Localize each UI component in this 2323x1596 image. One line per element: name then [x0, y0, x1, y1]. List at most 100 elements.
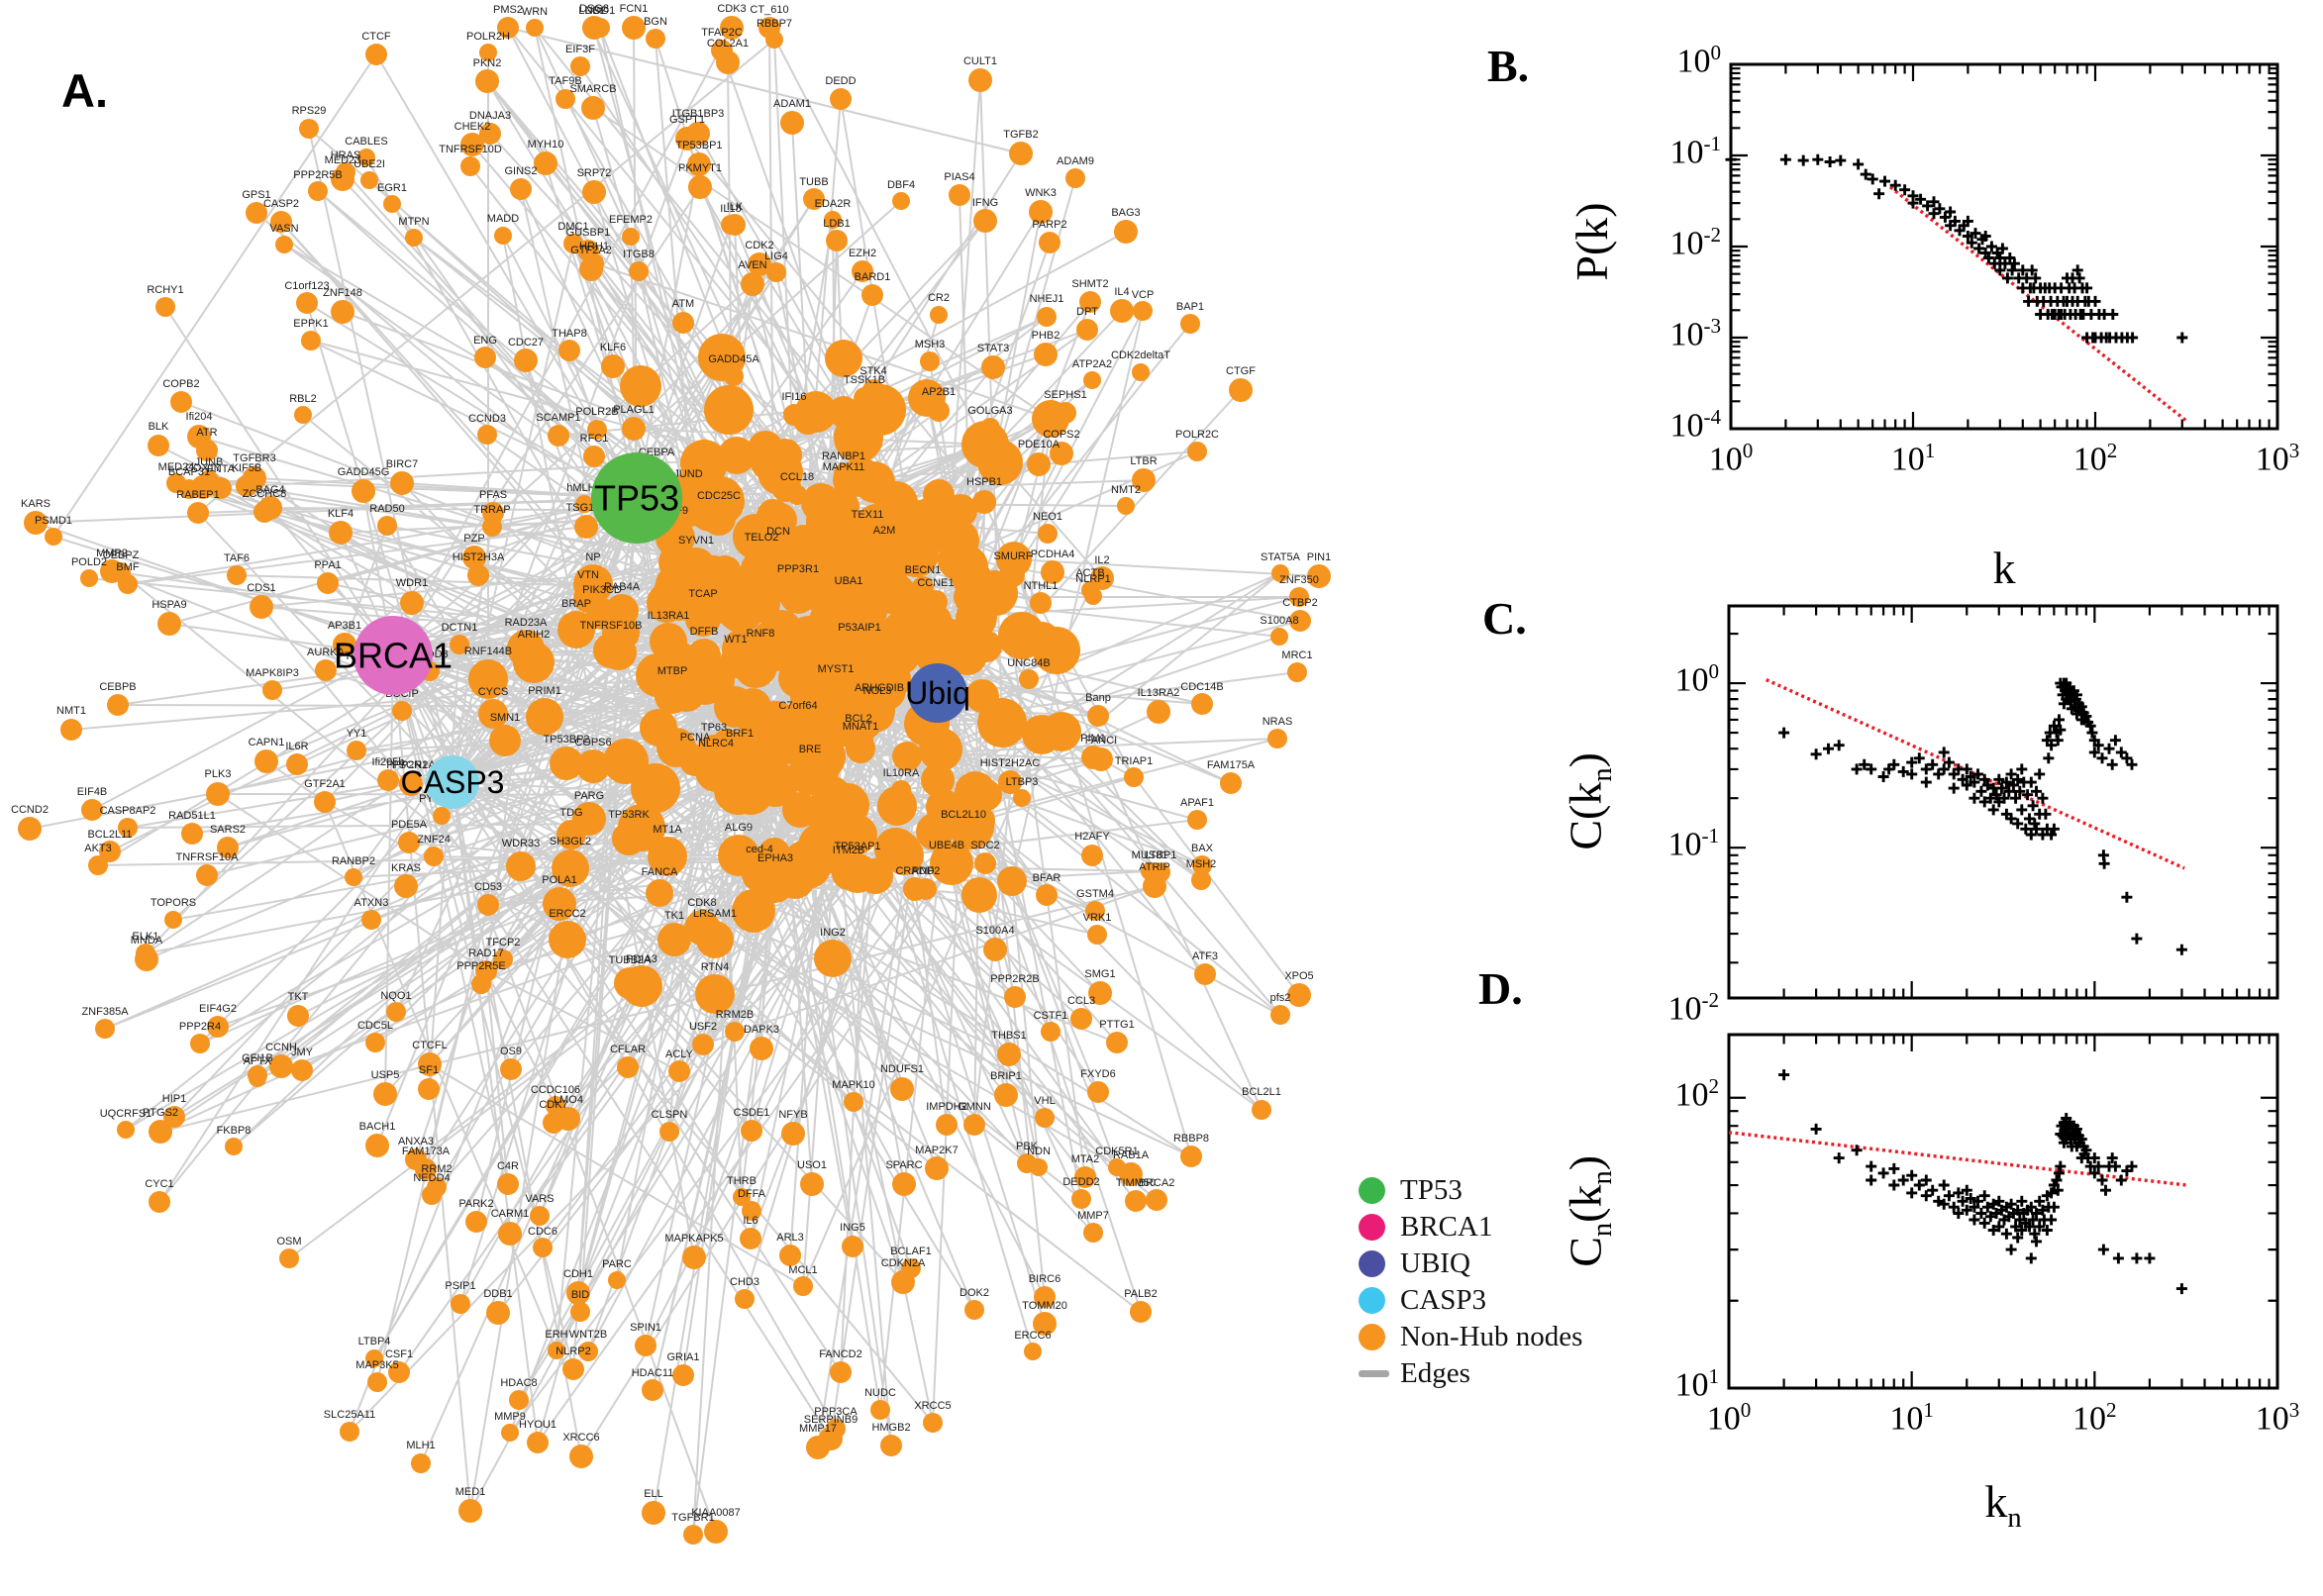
non-hub-node — [418, 1078, 440, 1100]
x-tick-label: 102 — [2072, 439, 2118, 478]
node-label: NLRP1 — [1075, 573, 1110, 585]
non-hub-node — [787, 485, 807, 505]
axis-ticks-C — [1727, 606, 2279, 998]
non-hub-node — [392, 701, 412, 721]
node-label: CSF1 — [385, 1348, 413, 1360]
node-label: NLRC4 — [698, 738, 734, 749]
non-hub-node — [196, 440, 218, 461]
non-hub-node — [659, 1122, 679, 1142]
non-hub-node — [1147, 700, 1170, 724]
non-hub-node — [497, 1173, 519, 1195]
non-hub-node — [683, 1525, 703, 1545]
node-label: EPHA3 — [758, 852, 793, 864]
node-label: MMP9 — [494, 1411, 526, 1423]
node-label: NLRP2 — [556, 1346, 590, 1357]
node-label: LDB1 — [823, 218, 851, 230]
node-label: SLC25A11 — [324, 1409, 375, 1421]
node-label: ZNF385A — [81, 1006, 129, 1018]
node-label: TGFBR1 — [671, 1512, 714, 1524]
node-label: GRIA1 — [666, 1351, 699, 1363]
node-label: MAPK10 — [832, 1079, 874, 1091]
node-label: NQO1 — [380, 990, 411, 1002]
non-hub-node — [225, 1138, 243, 1155]
node-label: HSPB1 — [966, 476, 1002, 488]
node-label: WDR1 — [396, 577, 428, 589]
non-hub-node — [702, 502, 736, 536]
non-hub-node — [838, 853, 877, 893]
plot-frame-B — [1729, 62, 2279, 431]
non-hub-node — [920, 351, 940, 371]
node-label: ING2 — [820, 927, 846, 939]
node-label: FANCD2 — [819, 1348, 861, 1360]
node-label: FCN1 — [620, 3, 649, 15]
non-hub-node — [530, 1206, 550, 1226]
node-label: TP53BP2 — [543, 734, 589, 746]
node-label: WRN — [522, 6, 548, 18]
node-label: ZCCHC8 — [243, 488, 287, 500]
legend-label: CASP3 — [1400, 1284, 1487, 1316]
node-label: RRM2 — [421, 1163, 452, 1175]
node-label: PTGS2 — [143, 1107, 178, 1119]
node-label: HDAC11 — [632, 1367, 674, 1379]
node-label: pfs2 — [1270, 992, 1291, 1004]
node-label: PPP3CA — [814, 1406, 858, 1418]
node-label: NOD1 — [585, 5, 616, 17]
non-hub-node — [601, 354, 625, 378]
non-hub-node — [170, 391, 192, 413]
y-axis-label-C: C(kn) — [1560, 752, 1618, 850]
non-hub-node — [952, 823, 975, 847]
non-hub-node — [892, 1172, 916, 1196]
non-hub-node — [509, 1390, 529, 1410]
non-hub-node — [377, 769, 399, 791]
non-hub-node — [314, 791, 336, 813]
node-label: EZH2 — [849, 248, 876, 259]
non-hub-node — [422, 1185, 442, 1205]
node-label: ERCC6 — [1014, 1330, 1051, 1342]
node-label: MTA2 — [1071, 1153, 1100, 1165]
non-hub-node — [556, 89, 575, 109]
node-label: FANCA — [642, 866, 678, 878]
x-axis-label-B: k — [1992, 543, 2016, 593]
node-label: GADD45G — [338, 466, 390, 478]
data-points-D — [1778, 1069, 2187, 1295]
non-hub-node — [510, 178, 532, 200]
node-label: ITGB1BP3 — [672, 108, 725, 120]
non-hub-node — [550, 747, 583, 780]
node-label: MRC1 — [1281, 649, 1312, 661]
non-hub-node — [270, 211, 292, 233]
axis-ticks-B — [1729, 62, 2279, 431]
node-label: GUSBP1 — [566, 227, 611, 239]
node-label: CDK8 — [687, 897, 716, 909]
non-hub-node — [1192, 855, 1212, 875]
non-hub-node — [360, 171, 378, 189]
non-hub-node — [81, 799, 103, 821]
node-label: IMPDH2 — [926, 1101, 967, 1113]
node-label: BIRC6 — [1029, 1273, 1060, 1285]
non-hub-node — [781, 1122, 805, 1146]
non-hub-node — [149, 1120, 172, 1144]
non-hub-node — [1084, 587, 1102, 605]
non-hub-node — [548, 1342, 565, 1359]
node-label: VRK1 — [1083, 912, 1112, 924]
non-hub-node — [482, 502, 504, 524]
node-label: POLD2 — [71, 556, 107, 568]
hub-node-CASP3 — [426, 755, 479, 809]
node-label: MMP17 — [799, 1423, 837, 1435]
non-hub-node — [622, 16, 646, 40]
node-label: RTN4 — [701, 961, 730, 973]
non-hub-node — [1039, 232, 1060, 253]
legend-label: UBIQ — [1400, 1247, 1470, 1279]
node-label: COX17 — [185, 462, 221, 474]
node-label: PALB2 — [1124, 1288, 1157, 1300]
node-label: BGN — [644, 16, 667, 28]
node-label: DAPK3 — [744, 1024, 779, 1036]
node-label: PPP2R4 — [179, 1021, 221, 1033]
hub-label-TP53: TP53 — [594, 478, 679, 519]
legend: TP53 BRCA1 UBIQ CASP3 Non-Hub nodes Edges — [1359, 1172, 1582, 1392]
non-hub-node — [949, 184, 970, 206]
node-label: MED1 — [455, 1486, 486, 1498]
node-label: CHD3 — [730, 1276, 759, 1288]
node-label: MMP2 — [96, 548, 128, 559]
non-hub-node — [1035, 1108, 1055, 1128]
node-label: DFFB — [690, 626, 719, 638]
